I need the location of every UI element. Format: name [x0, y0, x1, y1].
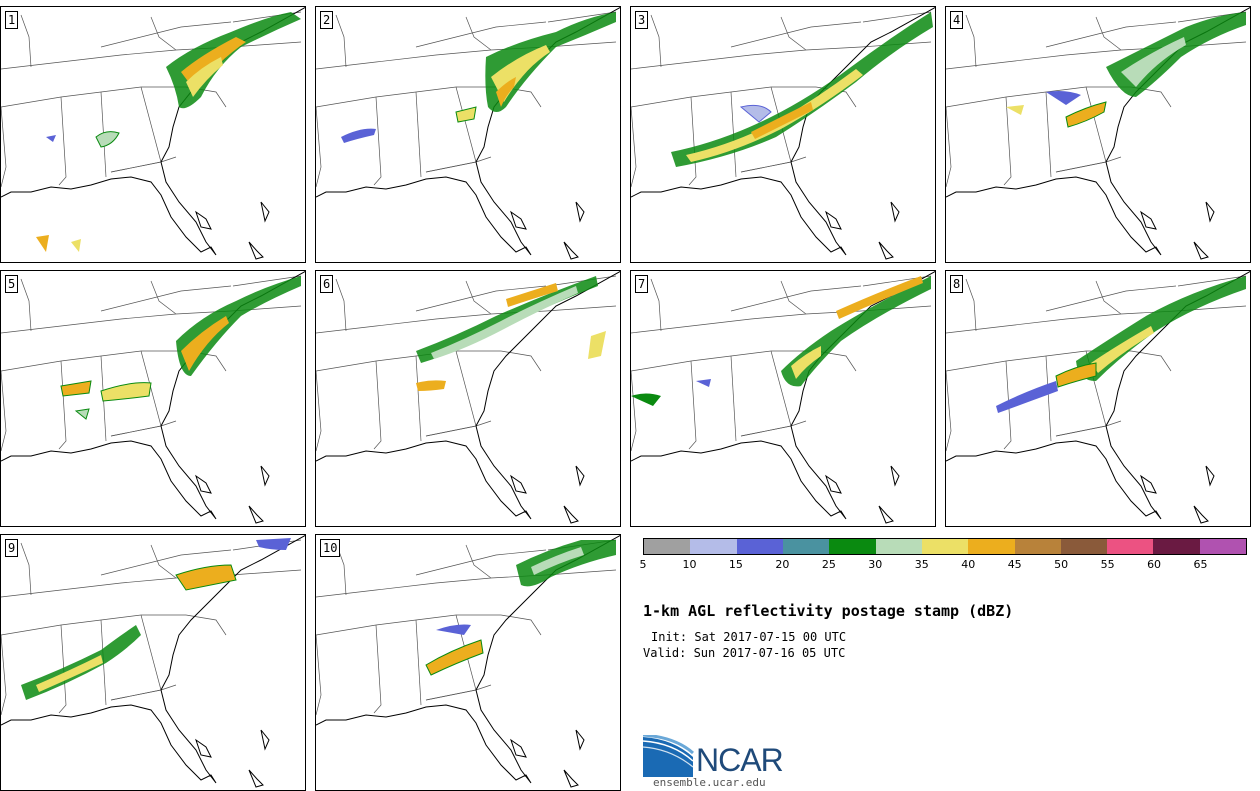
reflectivity-map	[631, 7, 935, 260]
colorbar-swatch	[644, 539, 691, 554]
panel-number-label: 2	[320, 11, 334, 29]
colorbar-tick-label: 55	[1100, 558, 1115, 571]
colorbar-tick-label: 25	[821, 558, 836, 571]
colorbar-tick-label: 35	[914, 558, 929, 571]
reflectivity-map	[316, 271, 620, 524]
colorbar-swatch	[1153, 539, 1200, 554]
ensemble-member-panel-8: 8	[945, 270, 1251, 527]
reflectivity-map	[631, 271, 935, 524]
init-time-text: Init: Sat 2017-07-15 00 UTC	[651, 630, 847, 644]
colorbar-tick-labels: 5 10 15 20 25 30 35 40 45 50 55 60 65	[639, 558, 1247, 572]
colorbar-swatch	[921, 539, 969, 554]
ensemble-member-panel-10: 10	[315, 534, 621, 791]
panel-number-label: 5	[5, 275, 19, 293]
panel-number-label: 6	[320, 275, 334, 293]
panel-number-label: 7	[635, 275, 649, 293]
colorbar-swatch	[875, 539, 922, 554]
ensemble-member-panel-3: 3	[630, 6, 936, 263]
panel-number-label: 3	[635, 11, 649, 29]
colorbar-swatch	[968, 539, 1015, 554]
colorbar-swatch	[1199, 539, 1247, 554]
reflectivity-map	[1, 271, 305, 524]
panel-number-label: 9	[5, 539, 19, 557]
colorbar-swatch	[690, 539, 737, 554]
valid-time-text: Valid: Sun 2017-07-16 05 UTC	[643, 646, 846, 660]
colorbar-tick-label: 15	[728, 558, 743, 571]
colorbar-tick-label: 10	[682, 558, 697, 571]
reflectivity-map	[316, 535, 620, 788]
reflectivity-map	[1, 7, 305, 260]
panel-number-label: 8	[950, 275, 964, 293]
reflectivity-map	[1, 535, 305, 788]
ncar-logo-text: NCAR	[696, 742, 784, 778]
ensemble-member-panel-7: 7	[630, 270, 936, 527]
colorbar-tick-label: 40	[961, 558, 976, 571]
colorbar-tick-label: 5	[639, 558, 647, 571]
reflectivity-map	[946, 271, 1250, 524]
colorbar-swatch	[736, 539, 783, 554]
colorbar-tick-label: 45	[1007, 558, 1022, 571]
ensemble-member-panel-1: 1	[0, 6, 306, 263]
ensemble-member-panel-4: 4	[945, 6, 1251, 263]
panel-number-label: 1	[5, 11, 19, 29]
colorbar-swatch	[1060, 539, 1108, 554]
ensemble-member-panel-6: 6	[315, 270, 621, 527]
ncar-logo-icon	[643, 735, 694, 777]
ensemble-member-panel-2: 2	[315, 6, 621, 263]
ensemble-url: ensemble.ucar.edu	[653, 776, 766, 789]
ensemble-member-panel-5: 5	[0, 270, 306, 527]
reflectivity-map	[946, 7, 1250, 260]
colorbar-tick-label: 30	[868, 558, 883, 571]
colorbar-swatch	[782, 539, 830, 554]
colorbar-tick-label: 60	[1147, 558, 1162, 571]
ensemble-member-panel-9: 9	[0, 534, 306, 791]
colorbar-swatch	[829, 539, 876, 554]
reflectivity-colorbar	[643, 538, 1247, 555]
panel-number-label: 4	[950, 11, 964, 29]
colorbar-tick-label: 65	[1193, 558, 1208, 571]
colorbar-swatch	[1014, 539, 1061, 554]
colorbar-swatch	[1107, 539, 1154, 554]
colorbar-tick-label: 20	[775, 558, 790, 571]
colorbar-tick-label: 50	[1054, 558, 1069, 571]
reflectivity-map	[316, 7, 620, 260]
figure-title: 1-km AGL reflectivity postage stamp (dBZ…	[643, 602, 1014, 620]
panel-number-label: 10	[320, 539, 341, 557]
